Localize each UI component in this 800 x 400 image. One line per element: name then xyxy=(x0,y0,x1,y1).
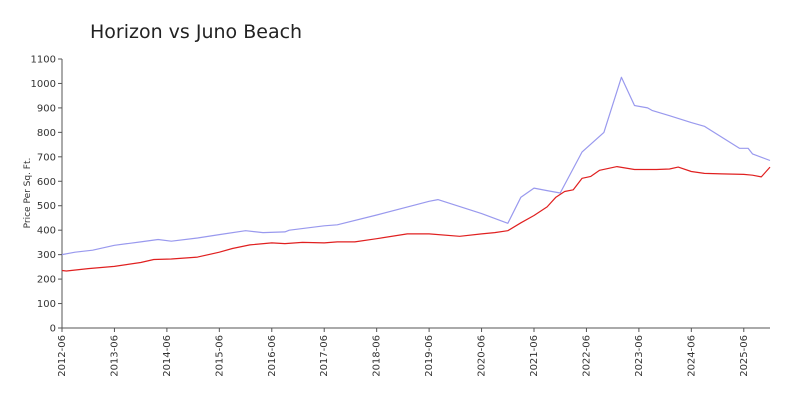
y-tick-label: 200 xyxy=(37,275,56,286)
y-axis-label: Price Per Sq. Ft. xyxy=(23,158,33,229)
y-tick-label: 100 xyxy=(37,299,56,310)
x-tick-label: 2015-06 xyxy=(214,335,225,377)
x-tick-label: 2016-06 xyxy=(267,335,278,377)
y-tick-label: 400 xyxy=(37,226,56,237)
x-tick-label: 2019-06 xyxy=(424,335,435,377)
x-tick-label: 2020-06 xyxy=(477,335,488,377)
x-tick-label: 2025-06 xyxy=(739,335,750,377)
x-tick-label: 2017-06 xyxy=(319,335,330,377)
y-tick-label: 0 xyxy=(50,324,56,335)
y-ticks: 0 100 200 300 400 500 600 700 800 900 1000 1100 xyxy=(31,55,62,335)
x-tick-label: 2013-06 xyxy=(109,335,120,377)
y-tick-label: 700 xyxy=(37,152,56,163)
axes xyxy=(61,59,770,329)
y-tick-label: 300 xyxy=(37,250,56,261)
x-tick-label: 2021-06 xyxy=(529,335,540,377)
y-tick-label: 600 xyxy=(37,177,56,188)
x-tick-label: 2012-06 xyxy=(57,335,68,377)
series-line-1 xyxy=(61,76,771,256)
x-tick-label: 2014-06 xyxy=(162,335,173,377)
x-tick-label: 2022-06 xyxy=(581,335,592,377)
y-tick-label: 900 xyxy=(37,103,56,114)
y-tick-label: 1100 xyxy=(31,55,56,66)
chart-title: Horizon vs Juno Beach xyxy=(90,21,302,43)
x-ticks: 2012-06 2013-06 2014-06 2015-06 2016-06 2017-… xyxy=(57,328,750,377)
y-tick-label: 800 xyxy=(37,128,56,139)
x-tick-label: 2024-06 xyxy=(686,335,697,377)
y-tick-label: 1000 xyxy=(31,79,56,90)
x-tick-label: 2018-06 xyxy=(372,335,383,377)
series-lines xyxy=(61,76,771,272)
x-tick-label: 2023-06 xyxy=(634,335,645,377)
series-line-2 xyxy=(61,166,771,272)
y-tick-label: 500 xyxy=(37,201,56,212)
